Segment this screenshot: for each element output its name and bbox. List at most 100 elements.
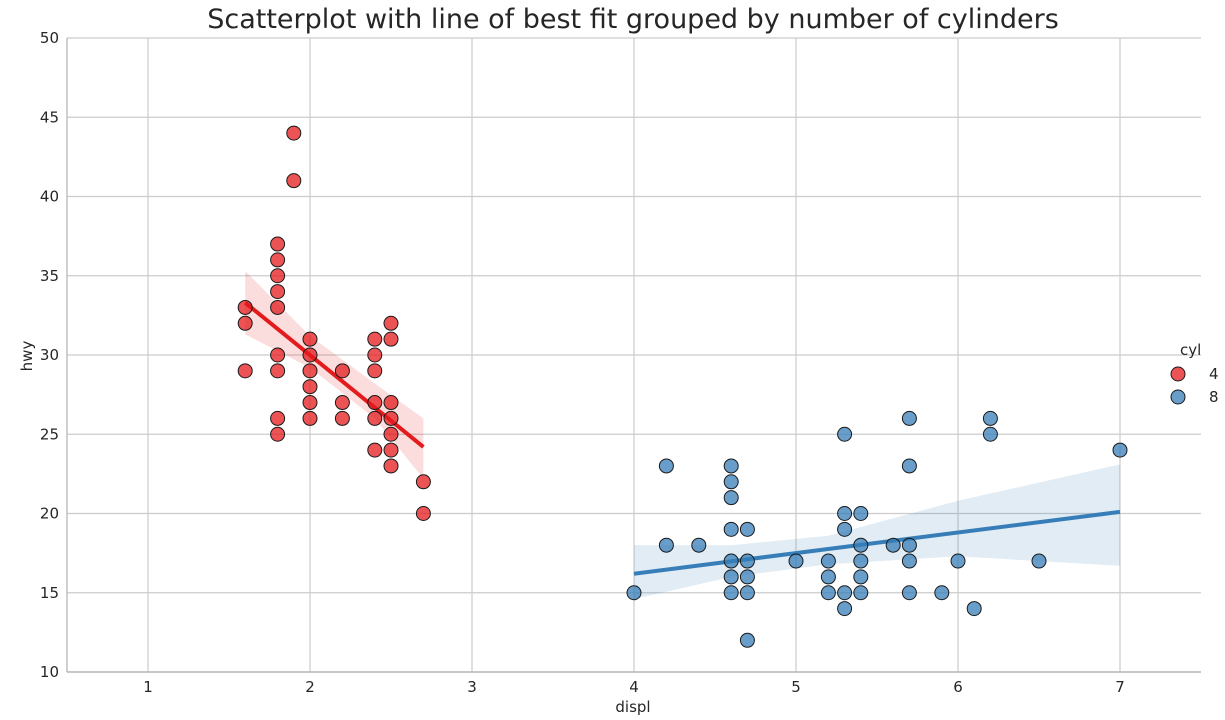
scatter-point-4 [270,284,286,300]
x-tick-label: 4 [629,678,639,696]
x-tick-label: 5 [791,678,801,696]
scatter-point-4 [383,426,399,442]
scatter-point-4 [270,236,286,252]
scatter-point-8 [820,569,836,585]
scatter-point-8 [723,553,739,569]
scatter-point-8 [934,585,950,601]
scatter-point-8 [723,569,739,585]
scatter-point-8 [820,585,836,601]
scatter-point-8 [853,585,869,601]
y-tick-label: 10 [40,663,59,681]
scatter-point-4 [334,395,350,411]
scatter-point-4 [270,252,286,268]
scatter-point-8 [723,521,739,537]
scatter-point-4 [383,458,399,474]
scatter-point-4 [367,347,383,363]
x-tick-label: 7 [1115,678,1125,696]
scatter-point-4 [270,347,286,363]
scatter-point-4 [237,363,253,379]
legend: cyl 4 8 [1170,341,1219,406]
scatter-point-4 [237,299,253,315]
scatter-point-8 [982,410,998,426]
legend-marker-8 [1170,389,1186,405]
y-axis-label: hwy [18,341,36,372]
scatter-point-4 [334,363,350,379]
scatter-point-8 [820,553,836,569]
scatter-point-4 [237,315,253,331]
chart-title: Scatterplot with line of best fit groupe… [207,4,1059,35]
scatter-point-8 [982,426,998,442]
scatter-point-4 [383,410,399,426]
scatter-point-4 [383,442,399,458]
legend-marker-4 [1170,366,1186,382]
scatter-point-4 [383,395,399,411]
scatter-point-4 [334,410,350,426]
scatter-point-4 [383,315,399,331]
scatter-point-8 [739,585,755,601]
y-tick-label: 35 [40,267,59,285]
fit-line-8 [633,509,1121,576]
scatter-point-8 [788,553,804,569]
scatter-point-8 [658,537,674,553]
scatter-point-8 [837,506,853,521]
x-tick-label: 1 [143,678,153,696]
scatter-point-4 [302,347,318,363]
scatter-point-4 [270,410,286,426]
scatter-point-8 [723,458,739,474]
scatter-point-8 [739,569,755,585]
scatter-point-8 [901,458,917,474]
scatter-point-8 [626,585,642,601]
scatter-point-8 [658,458,674,474]
x-axis-label: displ [615,698,650,716]
scatter-point-4 [270,363,286,379]
legend-label: 8 [1209,388,1219,406]
grid-layer [67,37,1201,673]
y-tick-label: 15 [40,584,59,602]
scatter-point-8 [853,506,869,521]
scatter-point-4 [367,410,383,426]
x-tick-label: 2 [305,678,315,696]
scatter-point-8 [837,426,853,442]
scatter-point-8 [950,553,966,569]
scatter-point-8 [739,632,755,648]
scatter-point-8 [723,474,739,490]
scatter-point-4 [286,173,302,189]
scatter-point-8 [853,569,869,585]
scatter-point-4 [383,331,399,347]
scatter-point-4 [415,474,431,490]
scatter-point-4 [367,331,383,347]
scatter-point-4 [367,442,383,458]
y-tick-label: 25 [40,425,59,443]
legend-title: cyl [1180,341,1201,359]
scatter-point-8 [739,553,755,569]
x-tick-label: 6 [953,678,963,696]
scatter-point-4 [270,299,286,315]
scatter-point-8 [853,537,869,553]
scatter-point-8 [837,601,853,617]
scatter-point-8 [837,585,853,601]
scatter-point-8 [837,521,853,537]
scatter-point-4 [302,331,318,347]
scatter-point-4 [270,268,286,284]
scatter-point-8 [723,490,739,506]
scatter-point-8 [691,537,707,553]
scatter-point-8 [885,537,901,553]
scatter-point-8 [739,521,755,537]
data-points [237,125,1128,648]
scatter-point-4 [270,426,286,442]
scatter-point-4 [302,363,318,379]
axes-layer [66,38,1201,673]
scatter-point-4 [302,410,318,426]
y-tick-label: 20 [40,505,59,523]
scatter-point-8 [966,601,982,617]
scatter-point-4 [302,395,318,411]
scatter-point-8 [901,537,917,553]
confidence-band-8 [634,464,1120,600]
y-tick-label: 40 [40,188,59,206]
y-tick-label: 50 [40,29,59,47]
scatter-point-8 [901,410,917,426]
legend-label: 4 [1209,365,1219,383]
scatter-point-4 [367,395,383,411]
